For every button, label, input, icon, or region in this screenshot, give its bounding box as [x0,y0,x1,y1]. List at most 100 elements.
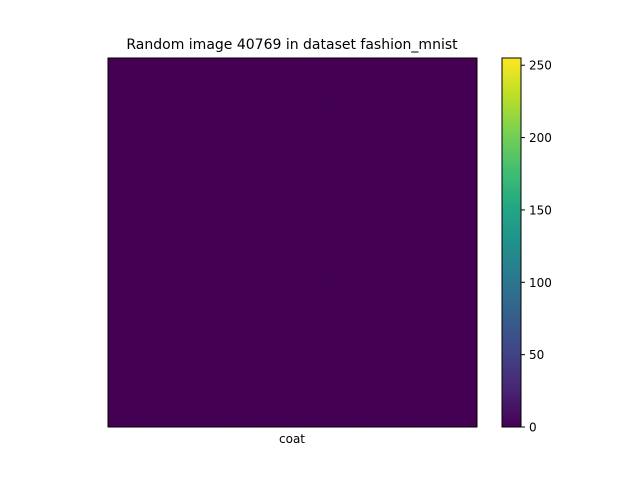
heatmap-cell [450,229,465,243]
heatmap-cell [147,202,162,217]
heatmap-cell [292,308,307,322]
heatmap-cell [345,202,359,217]
heatmap-cell [345,321,359,336]
heatmap-cell [200,400,214,415]
heatmap-cell [397,242,412,257]
heatmap-cell [463,163,478,178]
heatmap-cell [213,150,228,164]
heatmap-cell [200,163,214,178]
heatmap-cell [411,321,425,336]
heatmap-cell [239,374,254,388]
heatmap-cell [121,242,135,257]
heatmap-cell [279,282,293,296]
heatmap-cell [450,282,465,296]
heatmap-cell [411,137,425,151]
heatmap-cell [279,84,293,98]
heatmap-cell [187,308,201,322]
heatmap-cell [437,374,452,388]
heatmap-cell [266,229,280,243]
heatmap-cell [266,163,280,178]
heatmap-cell [173,229,188,243]
heatmap-cell [463,229,478,243]
heatmap-cell [358,84,372,98]
heatmap-cell [279,374,293,388]
heatmap-cell [384,308,399,322]
heatmap-cell [252,71,267,85]
heatmap-cell [279,97,293,112]
heatmap-cell [358,361,372,375]
heatmap-cell [187,321,201,336]
heatmap-cell [397,150,412,164]
heatmap-cell [463,308,478,322]
heatmap-cell [239,150,254,164]
heatmap-cell [450,413,465,428]
heatmap-cell [213,334,228,349]
heatmap-cell [213,255,228,270]
heatmap-cell [187,400,201,415]
heatmap-cell [279,123,293,138]
heatmap-cell [292,387,307,402]
heatmap-cell [252,308,267,322]
heatmap-cell [187,268,201,283]
heatmap-cell [160,58,175,72]
heatmap-cell [121,387,135,402]
heatmap-cell [384,321,399,336]
heatmap-cell [371,58,386,72]
heatmap-cell [397,282,412,296]
heatmap-cell [121,216,135,230]
heatmap-cell [108,176,122,191]
heatmap-cell [292,97,307,112]
heatmap-cell [173,163,188,178]
heatmap-cell [200,216,214,230]
heatmap-cell [160,84,175,98]
heatmap-cell [411,202,425,217]
heatmap-cell [187,137,201,151]
heatmap-cell [266,295,280,309]
heatmap-cell [358,374,372,388]
heatmap-cell [371,374,386,388]
heatmap-cell [332,58,346,72]
heatmap-cell [450,71,465,85]
heatmap-cell [200,84,214,98]
heatmap-cell [187,123,201,138]
heatmap-cell [173,387,188,402]
heatmap-cell [437,150,452,164]
heatmap-cell [160,255,175,270]
heatmap-cell [318,400,333,415]
heatmap-cell [239,123,254,138]
heatmap-cell [292,110,307,125]
heatmap-cell [134,176,148,191]
heatmap-cell [332,242,346,257]
heatmap-cell [437,321,452,336]
heatmap-cell [266,71,280,85]
heatmap-cell [108,387,122,402]
heatmap-cell [213,202,228,217]
heatmap-cell [226,255,241,270]
heatmap-cell [318,255,333,270]
heatmap-cell [463,189,478,204]
heatmap-cell [463,374,478,388]
heatmap-cell [200,123,214,138]
heatmap-cell [463,400,478,415]
heatmap-cell [252,242,267,257]
heatmap-cell [187,202,201,217]
heatmap-cell [173,150,188,164]
colorbar-tick-label: 200 [529,131,552,145]
heatmap-cell [292,242,307,257]
heatmap-cell [279,321,293,336]
heatmap-cell [358,255,372,270]
heatmap-cell [160,295,175,309]
heatmap-cell [279,189,293,204]
heatmap-cell [424,84,438,98]
heatmap-cell [345,400,359,415]
heatmap-cell [397,58,412,72]
heatmap-cell [173,334,188,349]
heatmap-cell [266,255,280,270]
heatmap-cell [134,347,148,362]
heatmap-cell [450,189,465,204]
heatmap-cell [384,58,399,72]
heatmap-cell [279,216,293,230]
heatmap-cell [463,295,478,309]
heatmap-cell [411,255,425,270]
heatmap-cell [252,58,267,72]
